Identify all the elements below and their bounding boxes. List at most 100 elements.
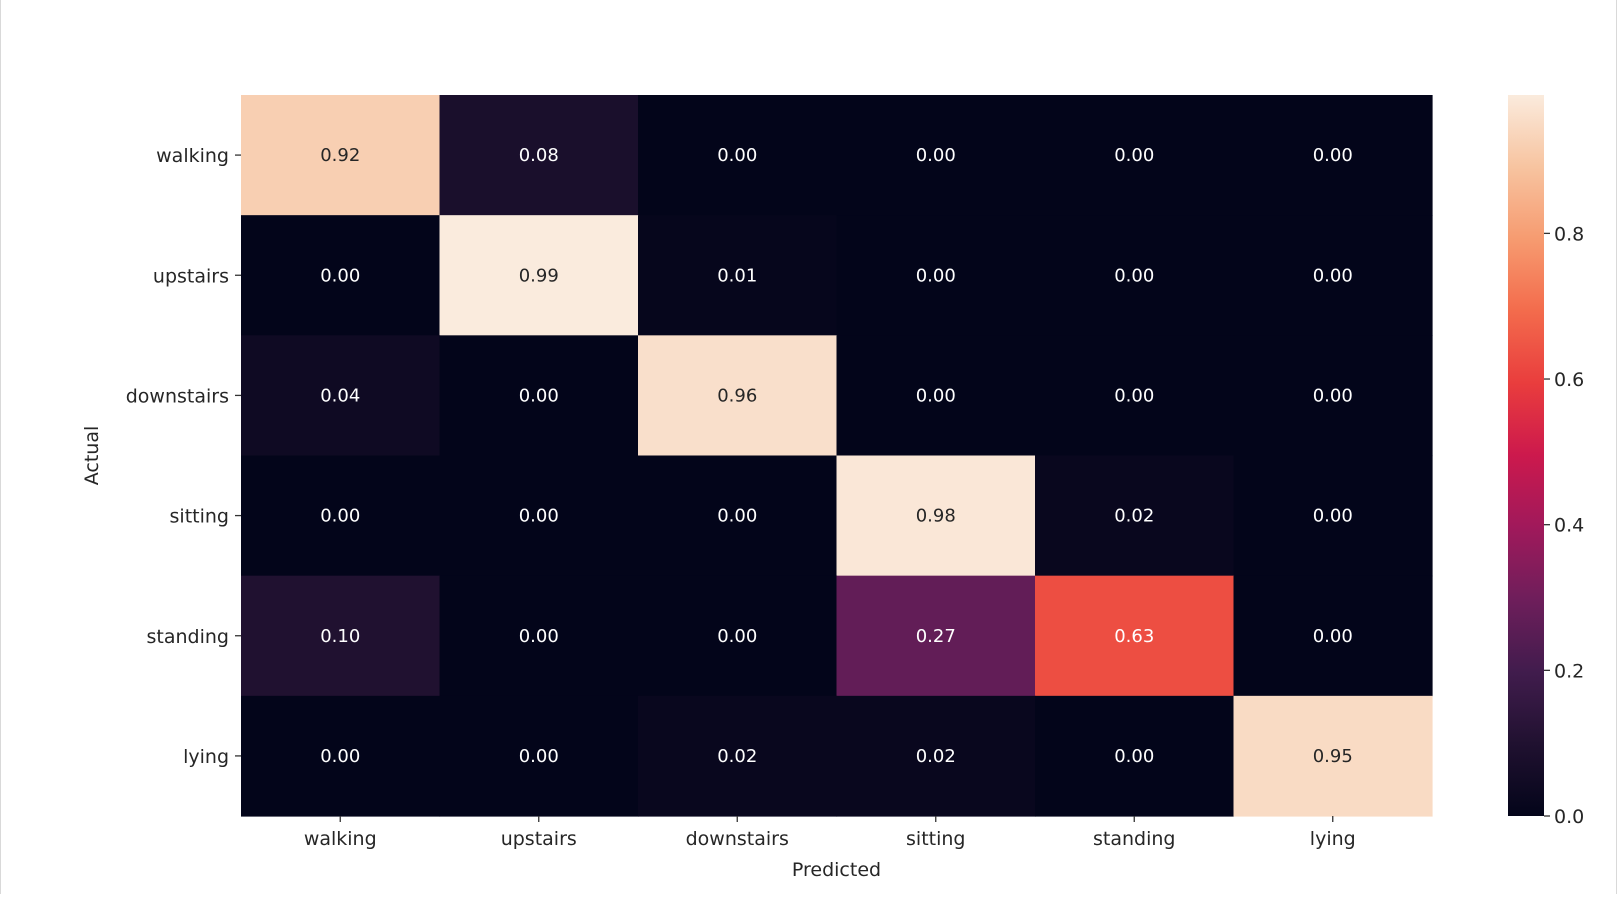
heatmap-cell <box>439 695 639 817</box>
heatmap-cell <box>638 575 838 697</box>
heatmap-cell <box>1035 695 1235 817</box>
cell-annotation: 0.00 <box>320 506 360 527</box>
cell-annotation: 0.00 <box>1313 385 1353 406</box>
heatmap-cell <box>241 95 441 216</box>
heatmap-cell <box>1233 95 1433 216</box>
x-axis: walking upstairs downstairs sitting standing… <box>304 816 1356 850</box>
cell-annotation: 0.63 <box>1114 626 1154 647</box>
y-axis-label: Actual <box>81 426 103 486</box>
x-tick-label: walking <box>304 828 377 850</box>
frame-border-left <box>0 0 1 894</box>
colorbar-tick-label: 0.2 <box>1554 660 1584 682</box>
y-axis: walking upstairs downstairs sitting standing… <box>126 145 241 768</box>
heatmap-cell <box>1233 455 1433 577</box>
y-tick-label: lying <box>183 746 229 768</box>
heatmap-cell <box>1233 335 1433 457</box>
heatmap-cell <box>1233 215 1433 336</box>
y-tick-label: standing <box>147 626 229 648</box>
heatmap-cell <box>241 695 441 817</box>
heatmap-cell <box>836 455 1036 577</box>
cell-annotation: 0.92 <box>320 145 360 166</box>
heatmap-cell <box>638 695 838 817</box>
heatmap-cell <box>1233 695 1433 817</box>
heatmap-cell <box>439 455 639 577</box>
cell-annotation: 0.95 <box>1313 746 1353 767</box>
x-tick-label: lying <box>1310 828 1356 850</box>
heatmap-cell <box>836 335 1036 457</box>
cell-annotation: 0.98 <box>916 506 956 527</box>
heatmap-cell <box>836 95 1036 216</box>
cell-annotation: 0.00 <box>320 265 360 286</box>
y-tick-label: walking <box>156 145 229 167</box>
x-tick-label: sitting <box>906 828 965 850</box>
heatmap-cell <box>638 215 838 336</box>
cell-annotation: 0.00 <box>519 626 559 647</box>
cell-annotation: 0.99 <box>519 265 559 286</box>
colorbar-axis: 0.0 0.2 0.4 0.6 0.8 <box>1544 223 1584 828</box>
cell-annotation: 0.00 <box>717 506 757 527</box>
heatmap-cell <box>1035 335 1235 457</box>
cell-annotation: 0.00 <box>1313 145 1353 166</box>
heatmap-cell <box>836 695 1036 817</box>
cell-annotation: 0.00 <box>1313 626 1353 647</box>
heatmap-cell <box>638 95 838 216</box>
cell-annotation: 0.02 <box>1114 506 1154 527</box>
heatmap-cell <box>1035 215 1235 336</box>
cell-annotation: 0.01 <box>717 265 757 286</box>
heatmap-cell <box>439 215 639 336</box>
heatmap-cell <box>836 215 1036 336</box>
heatmap-cell <box>241 335 441 457</box>
cell-annotation: 0.02 <box>717 746 757 767</box>
colorbar-tick-label: 0.6 <box>1554 369 1584 391</box>
y-tick-label: downstairs <box>126 385 229 407</box>
cell-annotation: 0.96 <box>717 385 757 406</box>
x-tick-label: downstairs <box>686 828 789 850</box>
heatmap-cell <box>638 335 838 457</box>
cell-annotation: 0.00 <box>916 265 956 286</box>
heatmap-cell <box>1035 575 1235 697</box>
heatmap-cell <box>1035 95 1235 216</box>
cell-annotation: 0.00 <box>1313 265 1353 286</box>
cell-annotation: 0.04 <box>320 385 360 406</box>
cell-annotation: 0.00 <box>916 385 956 406</box>
heatmap-cell <box>241 455 441 577</box>
x-tick-label: upstairs <box>501 828 577 850</box>
heatmap-cells <box>241 95 1433 817</box>
cell-annotation: 0.00 <box>519 746 559 767</box>
cell-annotation: 0.00 <box>1114 265 1154 286</box>
heatmap-cell <box>241 575 441 697</box>
colorbar-tick-label: 0.8 <box>1554 223 1584 245</box>
cell-annotation: 0.02 <box>916 746 956 767</box>
heatmap-cell <box>439 335 639 457</box>
heatmap-cell <box>241 215 441 336</box>
heatmap-cell <box>836 575 1036 697</box>
cell-annotation: 0.00 <box>519 385 559 406</box>
cell-annotation: 0.00 <box>1313 506 1353 527</box>
colorbar-tick-label: 0.4 <box>1554 515 1584 537</box>
y-tick-label: sitting <box>170 506 229 528</box>
cell-annotation: 0.00 <box>1114 145 1154 166</box>
cell-annotation: 0.00 <box>519 506 559 527</box>
cell-annotation: 0.08 <box>519 145 559 166</box>
cell-annotation: 0.00 <box>717 145 757 166</box>
cell-annotation: 0.00 <box>916 145 956 166</box>
heatmap-cell <box>439 95 639 216</box>
cell-annotation: 0.00 <box>1114 385 1154 406</box>
x-axis-label: Predicted <box>792 859 881 881</box>
cell-annotations: 0.92 0.08 0.00 0.00 0.00 0.00 0.00 0.99 0.01 0.00… <box>320 145 1353 767</box>
cell-annotation: 0.00 <box>1114 746 1154 767</box>
heatmap-cell <box>638 455 838 577</box>
y-tick-label: upstairs <box>153 265 229 287</box>
cell-annotation: 0.00 <box>717 626 757 647</box>
cell-annotation: 0.00 <box>320 746 360 767</box>
colorbar <box>1508 95 1544 816</box>
cell-annotation: 0.10 <box>320 626 360 647</box>
heatmap-cell <box>439 575 639 697</box>
heatmap-cell <box>1233 575 1433 697</box>
colorbar-tick-label: 0.0 <box>1554 806 1584 828</box>
heatmap-cell <box>1035 455 1235 577</box>
x-tick-label: standing <box>1093 828 1175 850</box>
cell-annotation: 0.27 <box>916 626 956 647</box>
